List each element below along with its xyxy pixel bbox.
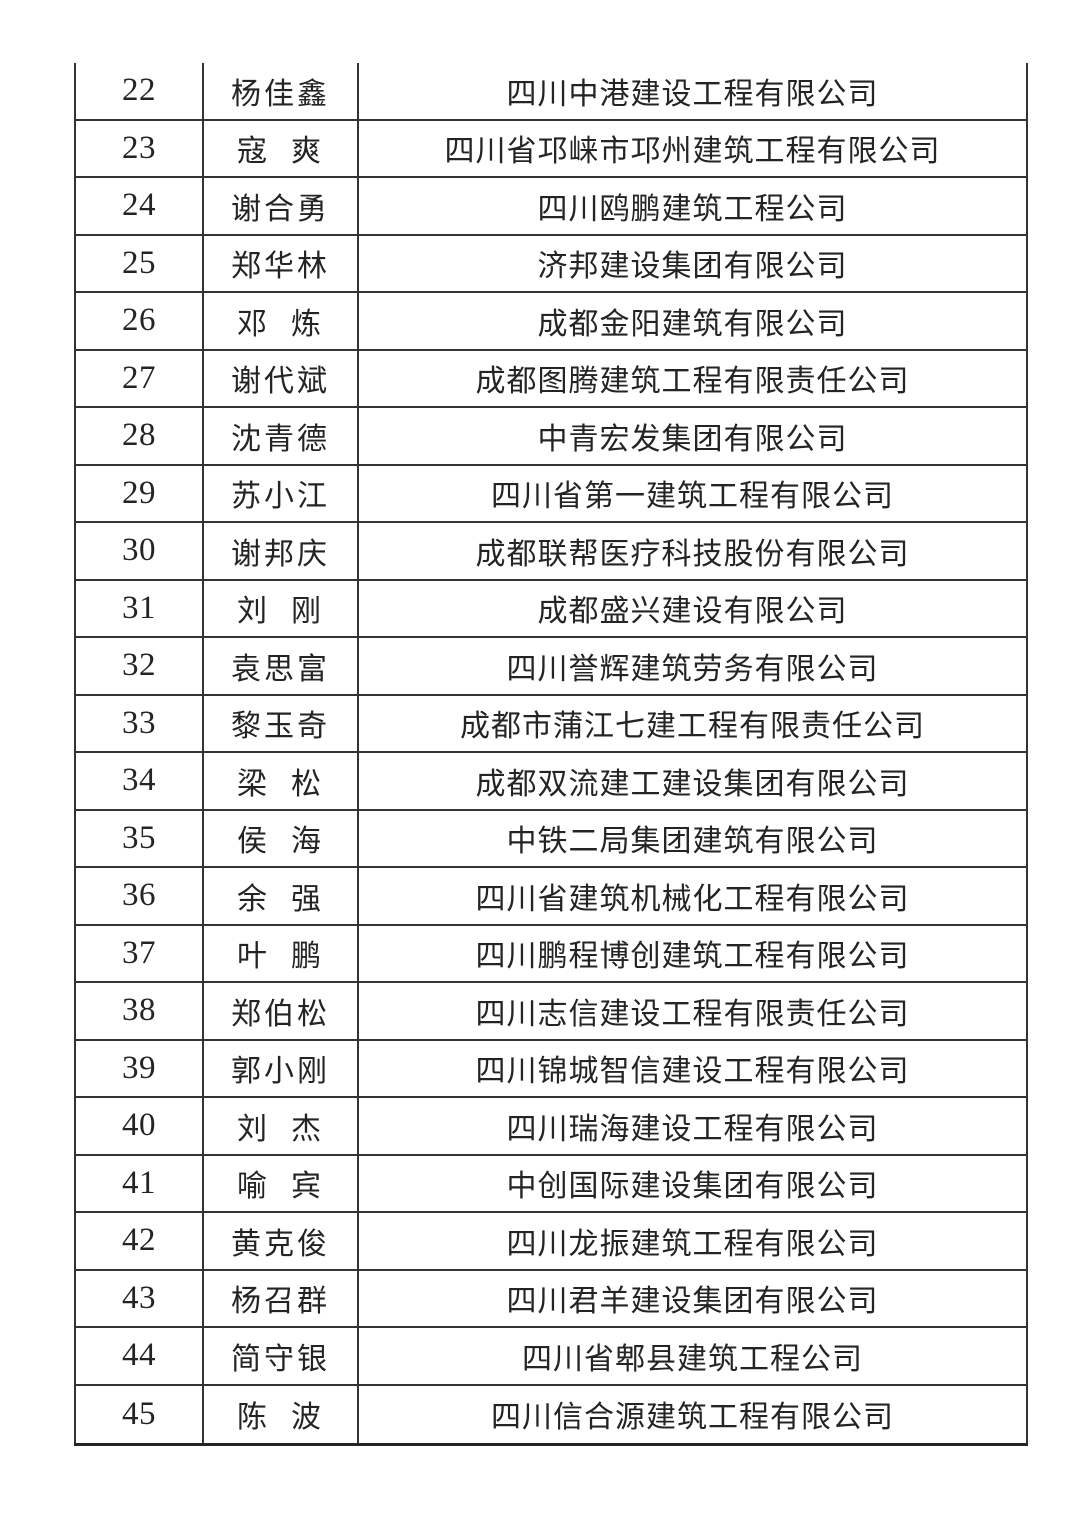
row-number: 32 [74, 638, 204, 694]
row-number: 41 [74, 1155, 204, 1211]
person-name: 杨佳鑫 [204, 63, 359, 119]
table-row: 37 叶 鹏 四川鹏程博创建筑工程有限公司 [74, 925, 1028, 983]
person-name: 陈 波 [204, 1385, 359, 1443]
person-name: 刘 杰 [204, 1098, 359, 1154]
company-name: 四川鹏程博创建筑工程有限公司 [359, 925, 1028, 981]
company-name: 四川中港建设工程有限公司 [359, 63, 1028, 119]
company-name: 济邦建设集团有限公司 [359, 235, 1028, 291]
company-name: 四川省邛崃市邛州建筑工程有限公司 [359, 120, 1028, 176]
person-name: 寇 爽 [204, 120, 359, 176]
roster-table: 22 杨佳鑫 四川中港建设工程有限公司 23 寇 爽 四川省邛崃市邛州建筑工程有… [74, 63, 1028, 1446]
table-row: 26 邓 炼 成都金阳建筑有限公司 [74, 293, 1028, 351]
row-number: 29 [74, 465, 204, 521]
person-name: 余 强 [204, 868, 359, 924]
row-number: 45 [74, 1385, 204, 1443]
row-number: 25 [74, 235, 204, 291]
company-name: 四川省建筑机械化工程有限公司 [359, 868, 1028, 924]
company-name: 四川锦城智信建设工程有限公司 [359, 1040, 1028, 1096]
row-number: 44 [74, 1328, 204, 1384]
row-number: 39 [74, 1040, 204, 1096]
row-number: 30 [74, 523, 204, 579]
table-row: 40 刘 杰 四川瑞海建设工程有限公司 [74, 1098, 1028, 1156]
company-name: 四川龙振建筑工程有限公司 [359, 1213, 1028, 1269]
person-name: 谢合勇 [204, 178, 359, 234]
row-number: 37 [74, 925, 204, 981]
table-row: 28 沈青德 中青宏发集团有限公司 [74, 408, 1028, 466]
table-row: 35 侯 海 中铁二局集团建筑有限公司 [74, 810, 1028, 868]
person-name: 喻 宾 [204, 1155, 359, 1211]
person-name: 简守银 [204, 1328, 359, 1384]
person-name: 郑华林 [204, 235, 359, 291]
company-name: 中铁二局集团建筑有限公司 [359, 810, 1028, 866]
table-row: 27 谢代斌 成都图腾建筑工程有限责任公司 [74, 350, 1028, 408]
row-number: 23 [74, 120, 204, 176]
person-name: 苏小江 [204, 465, 359, 521]
table-row: 29 苏小江 四川省第一建筑工程有限公司 [74, 465, 1028, 523]
company-name: 四川省第一建筑工程有限公司 [359, 465, 1028, 521]
table-row: 41 喻 宾 中创国际建设集团有限公司 [74, 1155, 1028, 1213]
company-name: 成都市蒲江七建工程有限责任公司 [359, 695, 1028, 751]
company-name: 成都盛兴建设有限公司 [359, 580, 1028, 636]
company-name: 中青宏发集团有限公司 [359, 408, 1028, 464]
row-number: 38 [74, 983, 204, 1039]
row-number: 33 [74, 695, 204, 751]
table-row: 33 黎玉奇 成都市蒲江七建工程有限责任公司 [74, 695, 1028, 753]
person-name: 杨召群 [204, 1270, 359, 1326]
person-name: 谢邦庆 [204, 523, 359, 579]
row-number: 24 [74, 178, 204, 234]
person-name: 谢代斌 [204, 350, 359, 406]
table-row: 42 黄克俊 四川龙振建筑工程有限公司 [74, 1213, 1028, 1271]
table-row: 23 寇 爽 四川省邛崃市邛州建筑工程有限公司 [74, 120, 1028, 178]
person-name: 郑伯松 [204, 983, 359, 1039]
company-name: 四川誉辉建筑劳务有限公司 [359, 638, 1028, 694]
table-row: 44 简守银 四川省郫县建筑工程公司 [74, 1328, 1028, 1386]
company-name: 四川鸥鹏建筑工程公司 [359, 178, 1028, 234]
person-name: 郭小刚 [204, 1040, 359, 1096]
table-row: 24 谢合勇 四川鸥鹏建筑工程公司 [74, 178, 1028, 236]
table-row: 25 郑华林 济邦建设集团有限公司 [74, 235, 1028, 293]
company-name: 四川君羊建设集团有限公司 [359, 1270, 1028, 1326]
company-name: 四川志信建设工程有限责任公司 [359, 983, 1028, 1039]
table-row: 30 谢邦庆 成都联帮医疗科技股份有限公司 [74, 523, 1028, 581]
table-row: 43 杨召群 四川君羊建设集团有限公司 [74, 1270, 1028, 1328]
person-name: 侯 海 [204, 810, 359, 866]
company-name: 中创国际建设集团有限公司 [359, 1155, 1028, 1211]
company-name: 成都双流建工建设集团有限公司 [359, 753, 1028, 809]
row-number: 34 [74, 753, 204, 809]
table-row: 39 郭小刚 四川锦城智信建设工程有限公司 [74, 1040, 1028, 1098]
row-number: 26 [74, 293, 204, 349]
company-name: 成都金阳建筑有限公司 [359, 293, 1028, 349]
table-row: 34 梁 松 成都双流建工建设集团有限公司 [74, 753, 1028, 811]
table-row: 38 郑伯松 四川志信建设工程有限责任公司 [74, 983, 1028, 1041]
person-name: 刘 刚 [204, 580, 359, 636]
table-row: 32 袁思富 四川誉辉建筑劳务有限公司 [74, 638, 1028, 696]
person-name: 沈青德 [204, 408, 359, 464]
company-name: 成都联帮医疗科技股份有限公司 [359, 523, 1028, 579]
company-name: 成都图腾建筑工程有限责任公司 [359, 350, 1028, 406]
row-number: 42 [74, 1213, 204, 1269]
row-number: 43 [74, 1270, 204, 1326]
company-name: 四川瑞海建设工程有限公司 [359, 1098, 1028, 1154]
row-number: 31 [74, 580, 204, 636]
row-number: 28 [74, 408, 204, 464]
company-name: 四川省郫县建筑工程公司 [359, 1328, 1028, 1384]
row-number: 36 [74, 868, 204, 924]
row-number: 35 [74, 810, 204, 866]
person-name: 黄克俊 [204, 1213, 359, 1269]
person-name: 叶 鹏 [204, 925, 359, 981]
company-name: 四川信合源建筑工程有限公司 [359, 1385, 1028, 1443]
row-number: 22 [74, 63, 204, 119]
person-name: 黎玉奇 [204, 695, 359, 751]
row-number: 27 [74, 350, 204, 406]
person-name: 邓 炼 [204, 293, 359, 349]
table-row: 36 余 强 四川省建筑机械化工程有限公司 [74, 868, 1028, 926]
table-row: 31 刘 刚 成都盛兴建设有限公司 [74, 580, 1028, 638]
table-row: 22 杨佳鑫 四川中港建设工程有限公司 [74, 63, 1028, 121]
person-name: 梁 松 [204, 753, 359, 809]
person-name: 袁思富 [204, 638, 359, 694]
table-row: 45 陈 波 四川信合源建筑工程有限公司 [74, 1385, 1028, 1443]
row-number: 40 [74, 1098, 204, 1154]
